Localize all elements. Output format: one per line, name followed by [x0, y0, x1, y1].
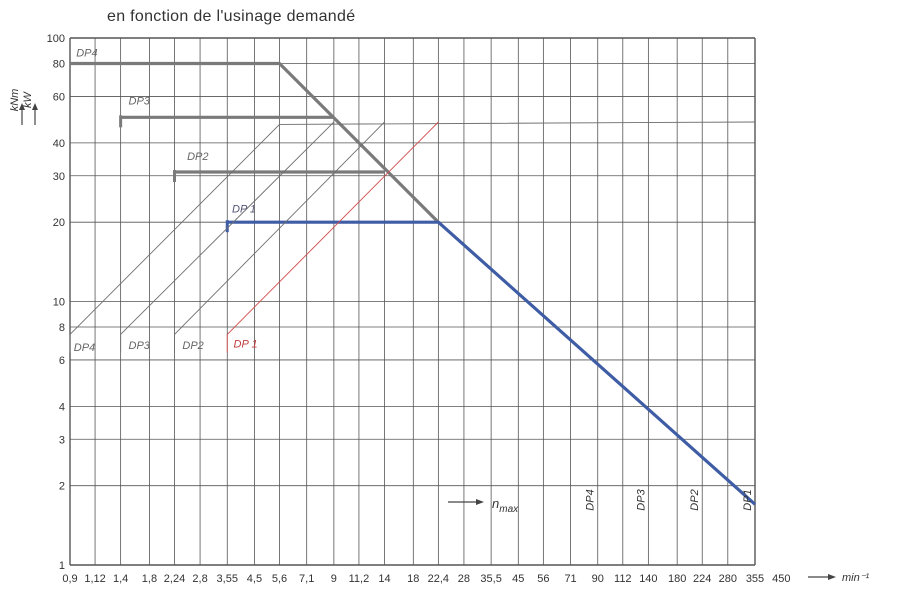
- x-tick-label: 0,9: [62, 573, 77, 585]
- x-tick-label: 22,4: [428, 573, 449, 585]
- tick-labels: 0,9 1,12 1,4 1,8 2,24 2,8 3,55 4,5 5,6 7,1 9 11,2 14…: [47, 33, 791, 585]
- x-tick-label: 280: [719, 573, 737, 585]
- y-tick-label: 60: [53, 91, 65, 103]
- curve-label: DP3: [129, 95, 151, 107]
- chart-title: en fonction de l'usinage demandé: [107, 8, 356, 25]
- y-tick-label: 100: [47, 33, 65, 45]
- x-tick-label: 1,4: [113, 573, 128, 585]
- x-tick-label: 7,1: [299, 573, 314, 585]
- x-tick-label: 14: [378, 573, 390, 585]
- x-tick-label: 1,12: [84, 573, 105, 585]
- y-tick-label: 2: [59, 481, 65, 493]
- nmax-label-dp2: DP2: [689, 489, 701, 510]
- x-tick-label: 2,8: [192, 573, 207, 585]
- y-tick-label: 20: [53, 217, 65, 229]
- x-tick-label: 35,5: [480, 573, 501, 585]
- y-tick-label: 8: [59, 322, 65, 334]
- x-tick-label: 90: [592, 573, 604, 585]
- y-tick-label: 10: [53, 297, 65, 309]
- nmax-label-dp1: DP1: [742, 489, 754, 510]
- curve-label: DP 1: [234, 338, 258, 350]
- series-power-dp4: [69, 121, 756, 335]
- x-unit-label: min⁻¹: [842, 572, 870, 584]
- y-tick-label: 4: [59, 401, 65, 413]
- x-tick-label: 2,24: [164, 573, 185, 585]
- x-tick-label: 1,8: [142, 573, 157, 585]
- x-tick-label: 3,55: [217, 573, 238, 585]
- nmax-label-dp4: DP4: [585, 489, 597, 510]
- x-tick-label: 56: [537, 573, 549, 585]
- x-tick-label: 112: [614, 573, 632, 585]
- y-unit-bottom: kW: [22, 90, 34, 108]
- y-tick-label: 6: [59, 355, 65, 367]
- x-tick-label: 28: [458, 573, 470, 585]
- x-tick-label: 18: [407, 573, 419, 585]
- y-tick-label: 30: [53, 171, 65, 183]
- x-unit-arrowhead: [828, 574, 836, 580]
- curve-label: DP2: [182, 340, 203, 352]
- x-tick-label: 9: [331, 573, 337, 585]
- series-power-dp2: [174, 121, 385, 335]
- series-power-dp3: [120, 121, 335, 335]
- y-unit-top: kNm: [9, 89, 21, 112]
- curve-labels: DP4 DP3 DP2 DP 1 DP4 DP3 DP2 DP 1: [74, 48, 258, 354]
- series-power-dp1: [226, 121, 439, 335]
- x-tick-label: 71: [564, 573, 576, 585]
- x-tick-label: 11,2: [349, 573, 370, 585]
- curve-label: DP2: [187, 151, 208, 163]
- curve-label: DP3: [129, 340, 151, 352]
- grid: [69, 37, 756, 566]
- axis-units: kNm kW min⁻¹: [9, 89, 870, 584]
- y-unit-arrowhead-top: [19, 103, 25, 110]
- x-tick-label: 180: [668, 573, 686, 585]
- series-torque-dp4: [70, 61, 440, 224]
- nmax-marker: nmax DP4 DP3 DP2 DP1: [448, 488, 754, 515]
- x-tick-label: 140: [639, 573, 657, 585]
- series-lines: [69, 61, 757, 506]
- x-tick-label: 355: [746, 573, 764, 585]
- y-tick-label: 1: [59, 560, 65, 572]
- y-tick-label: 3: [59, 434, 65, 446]
- x-tick-label: 450: [772, 573, 790, 585]
- series-torque-dp1: [227, 220, 757, 506]
- x-tick-label: 5,6: [272, 573, 287, 585]
- x-tick-label: 4,5: [247, 573, 262, 585]
- x-tick-label: 45: [512, 573, 524, 585]
- x-tick-label: 224: [693, 573, 711, 585]
- nmax-arrowhead: [476, 499, 484, 505]
- y-tick-label: 40: [53, 138, 65, 150]
- nmax-label-dp3: DP3: [635, 488, 647, 510]
- y-tick-label: 80: [53, 59, 65, 71]
- curve-label: DP4: [74, 342, 95, 354]
- curve-label: DP 1: [232, 203, 256, 215]
- nmax-label: nmax: [492, 496, 519, 515]
- curve-label: DP4: [76, 48, 97, 60]
- y-unit-arrowhead-bottom: [32, 103, 38, 110]
